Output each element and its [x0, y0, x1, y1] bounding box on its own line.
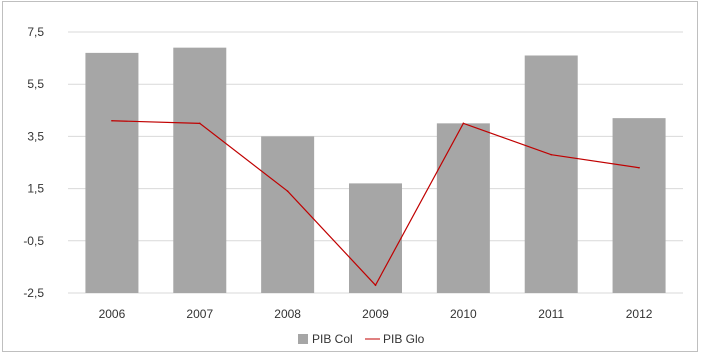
point-pib-glo [638, 166, 640, 169]
x-tick-label: 2011 [538, 307, 564, 321]
point-pib-glo [198, 122, 201, 125]
bar-pib-col [524, 55, 578, 293]
point-pib-glo [374, 284, 377, 286]
point-pib-glo [286, 190, 289, 193]
y-tick-label: -2,5 [23, 286, 44, 300]
y-axis-ticks: 7,5 5,5 3,5 1,5 -0,5 -2,5 [23, 25, 44, 300]
x-tick-label: 2006 [99, 307, 126, 321]
point-pib-glo [111, 119, 113, 122]
y-tick-label: -0,5 [23, 234, 44, 248]
bar-pib-col [436, 123, 490, 293]
point-pib-glo [462, 122, 465, 125]
point-pib-glo [550, 153, 553, 156]
bar-pib-col [612, 118, 666, 293]
x-axis-ticks: 2006 2007 2008 2009 2010 2011 2012 [99, 307, 653, 321]
bar-pib-col [173, 47, 227, 293]
y-tick-label: 1,5 [27, 182, 44, 196]
y-tick-label: 7,5 [27, 25, 44, 39]
y-tick-label: 5,5 [27, 77, 44, 91]
x-tick-label: 2012 [626, 307, 653, 321]
legend-label-pib-glo: PIB Glo [383, 332, 425, 346]
bar-pib-col [349, 183, 402, 293]
legend-swatch-pib-col [298, 334, 308, 344]
line-series-pib-glo [111, 119, 640, 287]
x-tick-label: 2007 [186, 307, 213, 321]
bar-pib-col [261, 136, 315, 293]
legend: PIB Col PIB Glo [298, 332, 425, 346]
x-tick-label: 2009 [362, 307, 389, 321]
y-tick-label: 3,5 [27, 129, 44, 143]
legend-label-pib-col: PIB Col [312, 332, 353, 346]
bar-pib-col [85, 52, 139, 293]
x-tick-label: 2008 [274, 307, 301, 321]
bar-series-pib-col [85, 47, 666, 293]
x-tick-label: 2010 [450, 307, 477, 321]
